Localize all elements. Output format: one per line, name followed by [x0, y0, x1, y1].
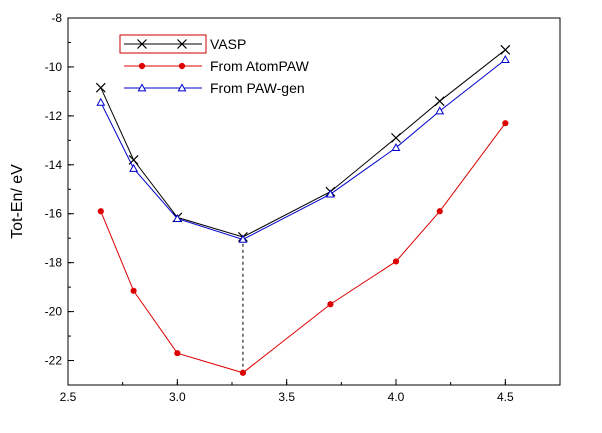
legend-label: From AtomPAW [210, 58, 310, 74]
circle-marker [130, 287, 137, 294]
x-tick-label: 2.5 [60, 390, 77, 404]
series-line [100, 49, 506, 238]
triangle-marker [129, 163, 139, 172]
legend-item: From PAW-gen [124, 80, 305, 96]
legend-selection-box [119, 34, 207, 54]
x-marker [137, 39, 147, 49]
triangle-marker [238, 234, 248, 243]
y-tick-label: -20 [45, 305, 63, 319]
axes: -22 -20 -18 -16 -14 -12 -10 -8 2.5 3.0 3.5 4.0 4.5 [45, 11, 561, 404]
legend-label: From PAW-gen [210, 80, 305, 96]
y-tick-label: -16 [45, 207, 63, 221]
y-tick-label: -12 [45, 109, 63, 123]
triangle-marker [96, 97, 106, 106]
series-line [100, 59, 506, 240]
y-axis-label: Tot-En/ eV [9, 164, 26, 239]
x-marker [434, 96, 445, 107]
x-tick-label: 4.0 [388, 390, 405, 404]
triangle-marker [177, 83, 187, 92]
legend-item: From AtomPAW [124, 58, 310, 74]
x-marker [391, 132, 401, 143]
circle-marker [178, 62, 186, 70]
plot-area-border [67, 17, 561, 386]
circle-marker [436, 208, 443, 215]
series-layer [95, 44, 511, 376]
triangle-marker [172, 213, 182, 223]
series-from-atompaw [97, 120, 509, 376]
circle-marker [502, 120, 509, 127]
x-tick-label: 3.5 [278, 390, 295, 404]
triangle-marker [137, 83, 147, 92]
y-tick-label: -22 [45, 354, 63, 368]
legend-label: VASP [210, 36, 246, 52]
series-line [100, 122, 506, 374]
circle-marker [392, 258, 400, 265]
series-from-paw-gen [96, 54, 510, 243]
circle-marker [327, 301, 334, 308]
plot-frame [67, 17, 561, 386]
x-marker [95, 82, 106, 93]
y-tick-label: -8 [51, 11, 62, 25]
circle-marker [174, 350, 181, 357]
triangle-marker [435, 106, 445, 115]
circle-marker [138, 62, 146, 70]
x-tick-label: 3.0 [169, 390, 186, 404]
triangle-marker [500, 54, 510, 63]
circle-marker [97, 208, 104, 215]
triangle-marker [325, 189, 335, 198]
x-marker [500, 44, 511, 55]
circle-marker [239, 369, 247, 376]
x-tick-label: 4.5 [497, 390, 514, 404]
legend-item: VASP [119, 34, 246, 54]
x-marker [177, 39, 187, 49]
y-tick-label: -18 [45, 256, 63, 270]
legend: VASP From AtomPAW From PAW-gen [119, 34, 310, 96]
triangle-marker [391, 143, 401, 152]
series-vasp [95, 44, 511, 242]
y-tick-label: -14 [45, 158, 63, 172]
y-tick-label: -10 [45, 60, 63, 74]
